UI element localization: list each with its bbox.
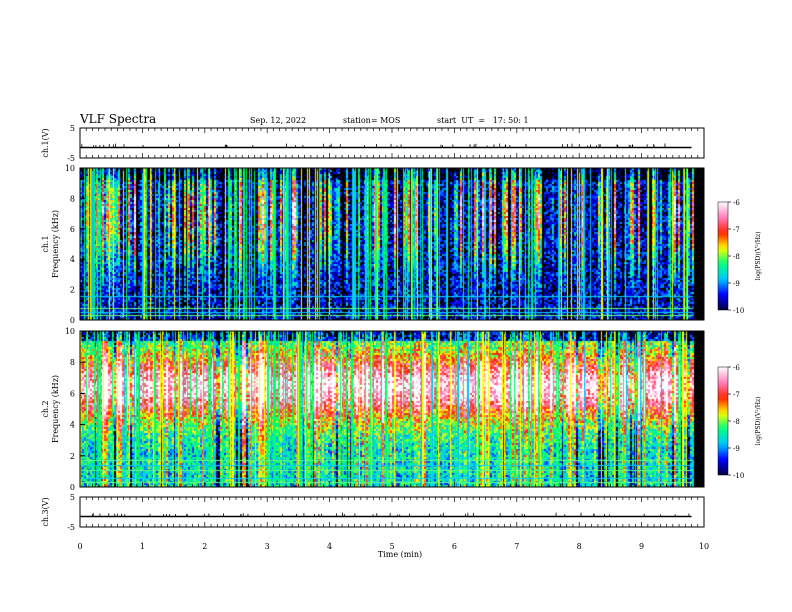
y-tick-label: 2: [70, 286, 75, 295]
y-tick-label: 10: [65, 164, 75, 173]
x-axis-label: Time (min): [378, 550, 422, 559]
x-tick-label: 0: [77, 542, 82, 551]
y-tick-label: -5: [67, 523, 75, 532]
station-label: station= MOS: [343, 116, 401, 125]
x-tick-label: 2: [202, 542, 207, 551]
x-tick-label: 7: [514, 542, 519, 551]
colorbar-label: log(PSD)(V²/Hz): [755, 397, 762, 446]
y-tick-label: 8: [70, 194, 75, 203]
ch2-spectrogram-image: [80, 331, 704, 487]
colorbar-tick-label: -8: [733, 253, 740, 261]
y-axis-label: ch.1(V): [41, 128, 50, 157]
x-tick-label: 3: [265, 542, 270, 551]
y-tick-label: 0: [70, 316, 75, 325]
y-axis-label: ch.1: [41, 235, 50, 252]
colorbar-label: log(PSD)(V²/Hz): [755, 232, 762, 281]
y-tick-label: 10: [65, 327, 75, 336]
date-label: Sep. 12, 2022: [250, 116, 307, 125]
figure-title: VLF Spectra: [80, 112, 157, 126]
ch1-spectrogram-image: [80, 168, 704, 320]
colorbar-tick-label: -6: [733, 364, 740, 372]
colorbar-tick-label: -7: [733, 391, 740, 399]
y-tick-label: 4: [70, 421, 75, 430]
y-tick-label: 2: [70, 452, 75, 461]
x-tick-label: 10: [699, 542, 709, 551]
colorbar-ch2: [717, 366, 729, 476]
start-time-label: start UT = 17: 50: 1: [437, 116, 529, 125]
colorbar-tick-label: -9: [733, 280, 740, 288]
colorbar-tick-label: -10: [733, 307, 744, 315]
colorbar-ch1: [717, 201, 729, 311]
y-tick-label: 6: [70, 225, 75, 234]
colorbar-tick-label: -8: [733, 418, 740, 426]
x-tick-label: 4: [327, 542, 332, 551]
y-axis-label: ch.2: [41, 400, 50, 417]
y-tick-label: 5: [70, 493, 75, 502]
colorbar-tick-label: -9: [733, 445, 740, 453]
colorbar-tick-label: -10: [733, 472, 744, 480]
y-tick-label: 0: [70, 483, 75, 492]
colorbar-tick-label: -7: [733, 226, 740, 234]
x-tick-label: 6: [452, 542, 457, 551]
y-tick-label: -5: [67, 154, 75, 163]
x-tick-label: 1: [140, 542, 145, 551]
colorbar-tick-label: -6: [733, 199, 740, 207]
y-axis-label: Frequency (kHz): [51, 210, 60, 278]
x-tick-label: 8: [577, 542, 582, 551]
x-tick-label: 5: [389, 542, 394, 551]
y-tick-label: 6: [70, 389, 75, 398]
y-tick-label: 5: [70, 124, 75, 133]
y-tick-label: 4: [70, 255, 75, 264]
y-tick-label: 8: [70, 358, 75, 367]
y-axis-label: ch.3(V): [41, 497, 50, 526]
y-axis-label: Frequency (kHz): [51, 375, 60, 443]
x-tick-label: 9: [639, 542, 644, 551]
